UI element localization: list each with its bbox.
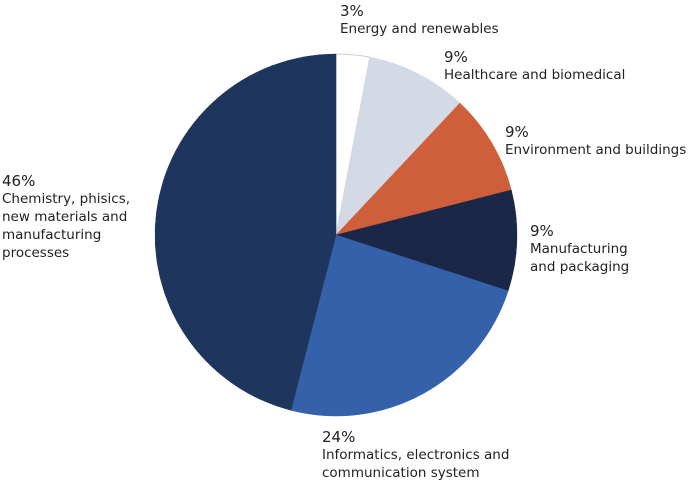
value-label: 9% [444, 48, 468, 66]
value-label: 24% [322, 428, 356, 446]
pie-slice [335, 189, 518, 292]
pie-slice [335, 102, 512, 236]
slice-label: 46% Chemistry, phisics, new materials and… [2, 172, 142, 262]
slice-label: 9% Environment and buildings [505, 123, 693, 159]
value-label: 9% [505, 123, 529, 141]
value-label: 3% [340, 2, 364, 20]
slice-label: 9% Manufacturing and packaging [530, 222, 640, 276]
category-label: Energy and renewables [340, 21, 499, 37]
pie-slice [335, 56, 461, 236]
slice-label: 24% Informatics, electronics and communic… [322, 428, 522, 482]
category-label: Manufacturing and packaging [530, 241, 630, 275]
category-label: Environment and buildings [505, 142, 687, 158]
pie-slice [154, 53, 337, 411]
category-label: Informatics, electronics and communicati… [322, 447, 510, 481]
category-label: Chemistry, phisics, new materials and ma… [2, 191, 131, 261]
value-label: 46% [2, 172, 36, 190]
slice-label: 3% Energy and renewables [340, 2, 560, 38]
pie-slice [290, 234, 509, 417]
category-label: Healthcare and biomedical [444, 67, 626, 83]
value-label: 9% [530, 222, 554, 240]
slice-label: 9% Healthcare and biomedical [444, 48, 684, 84]
